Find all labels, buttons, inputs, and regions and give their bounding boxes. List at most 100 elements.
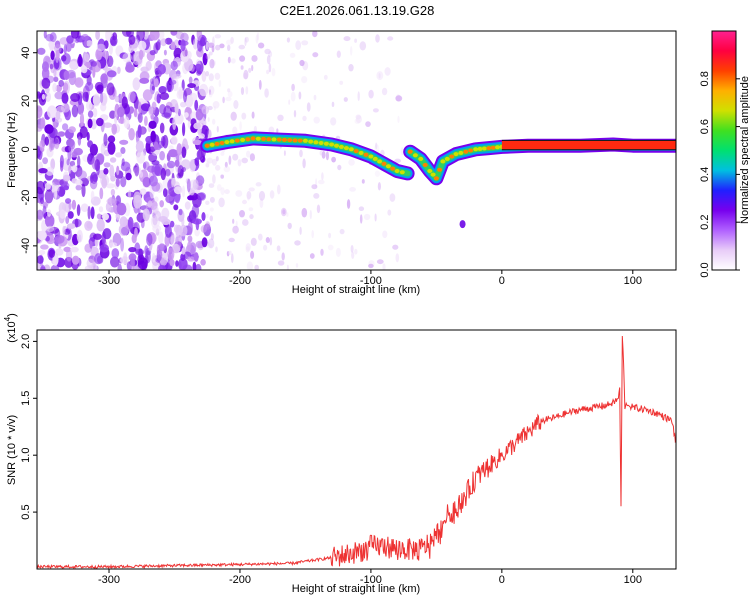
noise-blob [137,257,148,270]
faint-blob [378,73,381,79]
faint-blob [348,63,354,72]
noise-blob [50,140,55,151]
noise-blob [84,40,88,47]
faint-blob [298,91,302,100]
noise-blob [161,112,171,118]
noise-blob [177,234,182,248]
snr-panel: -300 -200 -100 0 100 0.5 1.0 1.5 2.0 Height of … [3,313,677,595]
trace-core [422,163,428,167]
faint-blob [301,207,308,218]
noise-blob [61,55,67,62]
faint-blob [249,214,254,220]
noise-blob [189,92,198,102]
faint-blob [209,215,213,222]
faint-blob [245,246,250,253]
noise-blob [200,259,206,266]
noise-blob [66,223,76,230]
noise-blob [89,174,94,184]
noise-blob [157,64,166,75]
noise-blob [68,202,72,210]
faint-blob [207,129,212,139]
noise-blob [102,228,112,240]
noise-blob [151,163,161,177]
noise-blob [120,176,127,188]
faint-blob [219,43,225,49]
trace-core [490,145,496,150]
faint-blob [289,52,296,58]
faint-blob [311,230,315,239]
colorbar-label: Normalized spectral amplitude [739,76,750,224]
trace-core [458,150,464,155]
faint-blob [205,163,210,168]
noise-blob [152,215,158,226]
noise-blob [77,101,85,115]
faint-blob [295,40,302,51]
faint-blob [251,64,254,72]
noise-blob [118,117,126,124]
noise-blob [86,40,93,47]
noise-blob [52,82,57,93]
noise-blob [200,225,207,233]
noise-blob [96,43,106,52]
faint-blob [374,170,380,177]
spectrogram-x-tick-label: 100 [624,275,642,287]
trace-core [363,152,369,157]
noise-blob [148,146,156,152]
noise-blob [141,128,145,135]
noise-blob [177,108,181,117]
faint-blob [239,121,242,131]
noise-blob [65,198,72,204]
noise-blob [151,181,161,192]
noise-blob [160,136,166,147]
noise-blob [161,218,171,226]
faint-blob [264,88,269,98]
faint-blob [358,206,365,211]
trace-core [444,156,450,161]
spectrogram-y-tick-label: 20 [20,95,32,107]
faint-blob [245,86,249,95]
noise-blob [128,44,134,54]
noise-blob [197,192,207,201]
faint-blob [321,151,326,159]
noise-blob [148,120,157,129]
noise-blob [148,105,154,116]
faint-blob [361,179,365,184]
faint-blob [259,198,264,209]
noise-blob [177,86,184,97]
noise-blob [79,126,88,139]
faint-blob [368,89,374,99]
trace-core [463,149,469,154]
noise-blob [96,213,102,220]
faint-blob [205,53,211,60]
faint-blob [286,212,289,217]
noise-blob [92,107,98,118]
faint-blob [212,174,216,184]
trace-core [229,139,235,144]
noise-blob [136,31,145,41]
noise-blob [109,164,115,179]
faint-blob [232,218,235,224]
faint-blob [245,243,251,251]
noise-blob [50,50,55,61]
faint-blob [215,156,219,162]
noise-blob [168,149,179,158]
noise-blob [191,203,200,218]
isolated-blob [459,220,466,229]
noise-blob [138,49,144,60]
snr-y-multiplier: (x104) [3,313,18,343]
noise-blob [136,150,146,164]
noise-blob [169,79,177,85]
trace-core [390,166,396,171]
trace-core [358,150,364,155]
snr-x-tick-label: 0 [499,574,505,586]
noise-blob [176,143,182,156]
faint-blob [309,209,312,220]
snr-y-label: SNR (10 * v/v) [6,415,18,485]
noise-blob [70,93,81,102]
noise-blob [65,216,70,224]
faint-blob [212,36,215,47]
snr-frame [36,329,677,570]
noise-blob [87,140,94,148]
noise-blob [107,196,118,207]
faint-blob [240,87,245,95]
